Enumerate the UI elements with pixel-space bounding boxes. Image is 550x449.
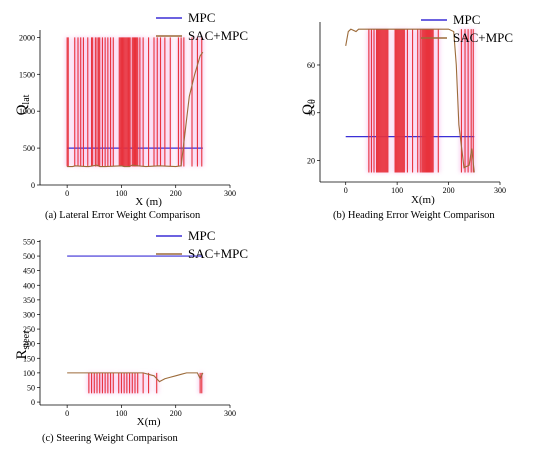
x-tick-label: 300 (224, 189, 236, 198)
y-tick-label: 1500 (19, 70, 35, 79)
y-tick-label: 150 (23, 354, 35, 363)
y-tick-label: 400 (23, 281, 35, 290)
x-axis-label: X(m) (411, 194, 435, 206)
y-tick-label: 40 (307, 109, 315, 118)
y-tick-label: 550 (23, 237, 35, 246)
y-tick-label: 0 (31, 398, 35, 407)
legend-label: MPC (453, 12, 480, 27)
panel-caption: (a) Lateral Error Weight Comparison (45, 210, 201, 221)
x-tick-label: 100 (115, 409, 127, 418)
y-tick-label: 20 (307, 157, 315, 166)
y-tick-label: 60 (307, 61, 315, 70)
y-tick-label: 2000 (19, 33, 35, 42)
x-tick-label: 0 (344, 186, 348, 195)
series-sac-mpc-line (67, 51, 204, 168)
legend-label: SAC+MPC (188, 28, 248, 43)
x-tick-label: 100 (115, 189, 127, 198)
panel-heading-error: 0 100 200 300 20 40 60 MPC SAC+MPC Qθ X(m) (b) Head… (300, 12, 513, 221)
y-tick-label: 50 (27, 383, 35, 392)
panel-lateral-error: 0 100 200 300 0 500 1000 1500 2000 MPC SAC+MPC Qlat… (14, 10, 248, 221)
panel-caption: (c) Steering Weight Comparison (42, 433, 178, 444)
y-axis-label: Qlat (14, 94, 32, 115)
x-tick-label: 200 (170, 409, 182, 418)
legend: MPC SAC+MPC (156, 228, 248, 261)
x-tick-label: 300 (494, 186, 506, 195)
y-tick-label: 450 (23, 267, 35, 276)
legend-label: SAC+MPC (188, 246, 248, 261)
x-tick-label: 200 (443, 186, 455, 195)
x-axis-label: X (m) (135, 196, 162, 208)
panel-steering: 0 100 200 300 0 50 100 150 200 250 300 350 400 450 500… (14, 228, 248, 444)
series-sac-mpc-line (345, 28, 475, 173)
y-tick-label: 1000 (19, 107, 35, 116)
x-tick-label: 0 (65, 409, 69, 418)
legend: MPC SAC+MPC (421, 12, 513, 45)
legend-label: MPC (188, 228, 215, 243)
y-tick-label: 100 (23, 369, 35, 378)
series-sac-mpc-line (67, 372, 204, 383)
y-tick-label: 250 (23, 325, 35, 334)
legend: MPC SAC+MPC (156, 10, 248, 43)
y-tick-label: 300 (23, 310, 35, 319)
x-tick-label: 100 (391, 186, 403, 195)
panel-caption: (b) Heading Error Weight Comparison (333, 210, 495, 221)
y-axis-label: Qθ (300, 99, 318, 115)
spike-halo (87, 372, 204, 394)
y-tick-label: 350 (23, 296, 35, 305)
y-axis-label: Rsteer (14, 330, 32, 360)
x-tick-label: 0 (65, 189, 69, 198)
y-tick-label: 200 (23, 340, 35, 349)
x-axis-label: X(m) (137, 416, 161, 428)
y-tick-label: 0 (31, 181, 35, 190)
y-tick-label: 500 (23, 144, 35, 153)
legend-label: MPC (188, 10, 215, 25)
legend-label: SAC+MPC (453, 30, 513, 45)
x-tick-label: 200 (170, 189, 182, 198)
x-tick-label: 300 (224, 409, 236, 418)
y-tick-label: 500 (23, 252, 35, 261)
